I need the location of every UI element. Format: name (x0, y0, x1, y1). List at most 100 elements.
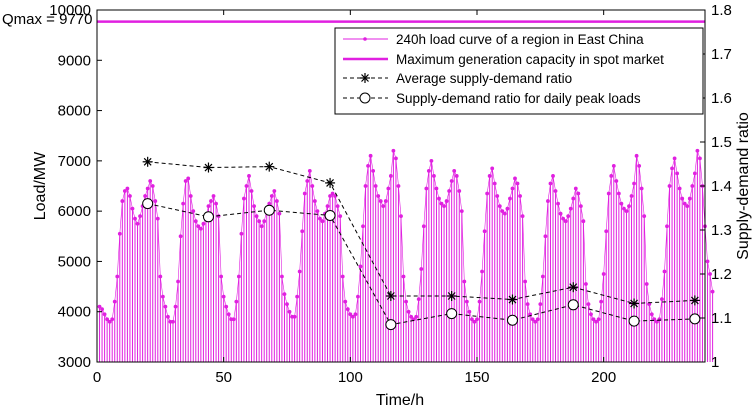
average-ratio-marker (203, 162, 214, 173)
load-point (619, 201, 624, 206)
y-axis-label-right: Supply-demand ratio (735, 112, 752, 260)
load-point (236, 274, 241, 279)
load-point (414, 314, 419, 319)
load-point (604, 229, 609, 234)
load-point (622, 206, 626, 211)
load-point (675, 171, 680, 176)
load-point (677, 186, 682, 191)
load-point (571, 196, 576, 201)
load-point (356, 294, 360, 299)
load-point (368, 153, 373, 158)
load-point (419, 267, 424, 271)
load-point (280, 274, 284, 279)
load-point (611, 163, 616, 168)
load-point (457, 189, 462, 193)
load-point (482, 229, 487, 234)
load-point (325, 204, 330, 209)
load-point (196, 224, 201, 229)
load-point (421, 224, 426, 229)
load-point (606, 191, 611, 196)
peak-ratio-marker (202, 211, 214, 223)
load-point (624, 209, 629, 214)
load-point (378, 199, 383, 203)
load-point (239, 231, 244, 236)
load-point (576, 191, 581, 196)
load-point (561, 216, 566, 221)
load-point (533, 319, 538, 324)
load-point (500, 209, 505, 214)
load-point (138, 214, 142, 219)
load-point (211, 194, 216, 198)
load-point (219, 274, 224, 279)
load-point (447, 189, 452, 193)
peak-ratio-marker (506, 314, 518, 326)
load-point (505, 206, 510, 211)
load-point (171, 319, 175, 324)
load-point (540, 274, 545, 279)
load-point (459, 209, 464, 214)
load-point (130, 206, 135, 211)
load-point (566, 214, 571, 219)
load-point (530, 317, 535, 322)
y-tick-label-right: 1.3 (711, 222, 732, 239)
load-point (596, 317, 601, 322)
average-ratio-marker (629, 298, 640, 309)
load-point (300, 229, 305, 234)
load-point (366, 163, 370, 168)
peak-ratio-marker (567, 299, 579, 311)
load-point (328, 194, 332, 198)
load-point (642, 214, 647, 219)
load-point (467, 309, 472, 314)
load-point (272, 189, 277, 193)
load-point (312, 199, 317, 203)
average-ratio-marker (325, 177, 336, 188)
load-point (710, 289, 715, 294)
load-point (221, 294, 226, 299)
load-point (254, 214, 259, 219)
load-point (143, 194, 148, 198)
load-point (343, 299, 348, 304)
load-point (614, 179, 619, 183)
load-point (112, 299, 117, 304)
load-point (383, 199, 388, 203)
star-stroke (508, 295, 517, 304)
load-point (399, 214, 403, 219)
legend-marker-peak (359, 92, 371, 104)
star-stroke (447, 292, 456, 300)
load-point (353, 312, 358, 317)
star-stroke (569, 283, 578, 292)
load-point (320, 219, 325, 224)
peak-ratio-marker (385, 319, 397, 331)
x-tick-label: 200 (591, 369, 616, 386)
load-point (586, 302, 591, 307)
load-point (637, 163, 642, 168)
average-ratio-line (147, 161, 695, 304)
load-point (680, 196, 685, 201)
load-point (629, 194, 634, 198)
load-point (690, 184, 695, 188)
load-point (573, 186, 578, 191)
load-point (665, 224, 669, 229)
load-point (178, 234, 183, 239)
load-point (662, 269, 667, 274)
average-ratio-marker (142, 156, 153, 167)
load-point (97, 304, 102, 309)
load-point (627, 204, 631, 209)
star-stroke (143, 157, 152, 166)
legend-label-load: 240h load curve of a region in East Chin… (396, 32, 644, 47)
y-axis-label-left: Load/MW (32, 151, 49, 220)
load-point (166, 314, 170, 319)
load-point (350, 314, 355, 319)
load-point (452, 169, 457, 173)
legend-swatch-load-dot (363, 37, 367, 41)
load-point (409, 314, 414, 319)
load-point (318, 216, 322, 221)
load-point (391, 148, 396, 153)
load-point (257, 219, 262, 224)
average-ratio-marker (568, 282, 579, 293)
load-point (115, 274, 120, 279)
load-point (477, 299, 482, 304)
load-point (492, 181, 497, 186)
load-point (388, 174, 393, 178)
load-point (338, 214, 343, 219)
